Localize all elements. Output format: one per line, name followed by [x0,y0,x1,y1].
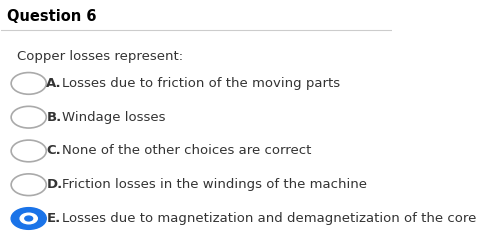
Text: Losses due to magnetization and demagnetization of the core: Losses due to magnetization and demagnet… [62,212,476,225]
Text: C.: C. [46,144,61,157]
Circle shape [11,208,46,229]
Text: Copper losses represent:: Copper losses represent: [17,50,183,63]
Text: A.: A. [46,77,62,90]
Circle shape [25,216,33,221]
Text: Friction losses in the windings of the machine: Friction losses in the windings of the m… [62,178,367,191]
Text: B.: B. [46,111,61,124]
Text: Question 6: Question 6 [7,9,97,24]
Text: None of the other choices are correct: None of the other choices are correct [62,144,311,157]
Circle shape [20,213,37,224]
Text: D.: D. [46,178,62,191]
Text: Losses due to friction of the moving parts: Losses due to friction of the moving par… [62,77,340,90]
Text: Windage losses: Windage losses [62,111,165,124]
Text: E.: E. [46,212,61,225]
